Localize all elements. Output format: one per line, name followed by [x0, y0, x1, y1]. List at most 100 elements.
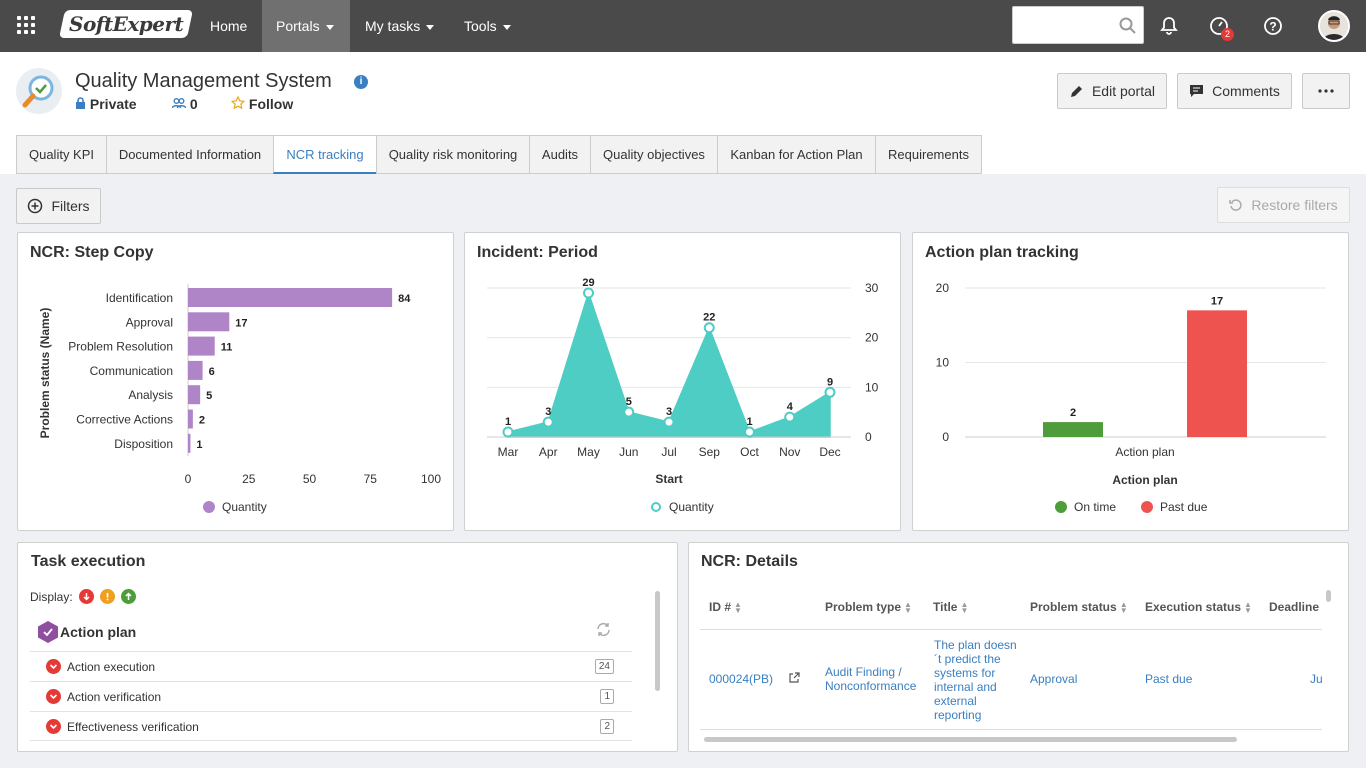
deadline-cell[interactable]: Ju: [1310, 672, 1323, 686]
legend-marker: [651, 502, 661, 512]
search-icon[interactable]: [1119, 17, 1137, 35]
task-count: 2: [600, 719, 614, 734]
tab-quality-objectives[interactable]: Quality objectives: [590, 135, 718, 174]
task-row[interactable]: Action verification 1: [30, 681, 632, 711]
nav-home[interactable]: Home: [210, 18, 248, 34]
data-label: 3: [666, 406, 672, 418]
follow-button[interactable]: Follow: [230, 95, 293, 112]
x-tick-label: Apr: [539, 445, 558, 459]
help-icon[interactable]: ?: [1261, 14, 1285, 38]
comments-button[interactable]: Comments: [1177, 73, 1292, 109]
legend-marker: [1141, 501, 1153, 513]
x-axis-title: Action plan: [1112, 473, 1177, 487]
column-header-problem-status[interactable]: Problem status ▲ ▼: [1030, 599, 1128, 615]
bar: [1043, 422, 1103, 437]
problem-status-cell[interactable]: Approval: [1030, 672, 1078, 686]
chevron-down-icon: [46, 719, 61, 734]
column-header-problem-type[interactable]: Problem type ▲ ▼: [825, 599, 912, 615]
task-label: Action execution: [67, 660, 156, 674]
nav-tools[interactable]: Tools: [450, 0, 525, 52]
apps-grid-icon[interactable]: [17, 16, 35, 34]
tab-audits[interactable]: Audits: [529, 135, 591, 174]
task-row[interactable]: Action execution 24: [30, 651, 632, 681]
legend-label: On time: [1074, 500, 1116, 514]
column-header-title[interactable]: Title ▲ ▼: [933, 599, 969, 615]
category-label: Corrective Actions: [76, 413, 173, 427]
panel-title: NCR: Step Copy: [30, 244, 154, 261]
x-tick-label: 50: [303, 472, 317, 486]
data-label: 11: [221, 342, 233, 354]
task-count: 24: [594, 659, 614, 674]
data-label: 1: [196, 439, 202, 451]
problem-type-cell[interactable]: Audit Finding / Nonconformance: [825, 665, 917, 693]
nav-my-tasks[interactable]: My tasks: [351, 0, 448, 52]
ncr-details-panel: [688, 542, 1349, 752]
tab-quality-risk-monitoring[interactable]: Quality risk monitoring: [376, 135, 530, 174]
ncr-id-link[interactable]: 000024(PB): [709, 672, 774, 686]
data-label: 4: [787, 401, 794, 413]
data-point: [744, 426, 755, 438]
external-link-icon[interactable]: [788, 672, 800, 684]
on-time-filter-icon[interactable]: [120, 589, 136, 604]
tab-quality-kpi[interactable]: Quality KPI: [16, 135, 107, 174]
sort-icon: ▲ ▼: [1119, 599, 1128, 615]
performance-icon[interactable]: 2: [1207, 14, 1234, 41]
bar: [1187, 310, 1247, 437]
incident-panel: Incident: Period 0 10 20 30 1 Mar 3 Apr 29 May 5 Ju…: [464, 232, 901, 531]
tab-ncr-tracking[interactable]: NCR tracking: [273, 135, 377, 174]
column-header-id[interactable]: ID # ▲ ▼: [709, 599, 742, 615]
late-filter-icon[interactable]: [78, 589, 94, 604]
bell-icon[interactable]: [1157, 14, 1181, 38]
nav-portals[interactable]: Portals: [262, 0, 350, 52]
legend-label: Quantity: [222, 500, 267, 514]
x-tick-label: 0: [185, 472, 192, 486]
task-scrollbar[interactable]: [655, 591, 660, 691]
table-horizontal-scrollbar[interactable]: [704, 737, 1237, 742]
column-header-execution-status[interactable]: Execution status ▲ ▼: [1145, 599, 1252, 615]
data-label: 17: [235, 317, 247, 329]
restore-filters-button[interactable]: Restore filters: [1217, 187, 1350, 223]
y-tick-label: 0: [942, 430, 949, 444]
execution-status-cell[interactable]: Past due: [1145, 672, 1193, 686]
title-cell[interactable]: The plan doesn´t predict the systems for…: [934, 638, 1017, 722]
x-tick-label: 25: [242, 472, 256, 486]
info-icon[interactable]: i: [354, 75, 368, 89]
x-tick-label: Mar: [498, 445, 519, 459]
more-options-button[interactable]: [1302, 73, 1350, 109]
top-bar: SoftExpert Home Portals My tasks Tools 2…: [0, 0, 1366, 52]
legend-label: Past due: [1160, 500, 1208, 514]
group-label[interactable]: Action plan: [60, 624, 137, 640]
edit-portal-button[interactable]: Edit portal: [1057, 73, 1167, 109]
refresh-icon[interactable]: [595, 621, 612, 641]
table-row[interactable]: 000024(PB) Audit Finding / Nonconformanc…: [700, 632, 1323, 730]
chevron-down-icon: [502, 24, 511, 30]
data-label: 6: [209, 366, 215, 378]
tab-requirements[interactable]: Requirements: [875, 135, 982, 174]
table-vertical-scrollbar[interactable]: [1326, 590, 1331, 602]
data-label: 5: [206, 390, 212, 402]
data-label: 1: [746, 416, 752, 428]
warning-filter-icon[interactable]: [99, 589, 115, 604]
x-tick-label: 75: [364, 472, 378, 486]
y-tick-label: 10: [865, 380, 879, 394]
filters-button[interactable]: Filters: [16, 188, 101, 224]
members-count[interactable]: 0: [171, 96, 198, 112]
y-tick-label: 30: [865, 281, 879, 295]
x-tick-label: May: [577, 445, 600, 459]
data-label: 2: [1070, 407, 1076, 419]
action-plan-chart: 0 10 20 2 17 Action plan Action plan On time Pas…: [936, 281, 1326, 514]
page-title: Quality Management System: [75, 70, 332, 92]
chevron-down-icon: [426, 24, 435, 30]
softexpert-logo[interactable]: SoftExpert: [59, 10, 193, 38]
search-input[interactable]: [1012, 6, 1144, 44]
data-point: [703, 322, 715, 334]
data-point: [542, 416, 554, 428]
avatar[interactable]: [1318, 10, 1350, 42]
y-tick-label: 20: [936, 281, 950, 295]
task-row[interactable]: Effectiveness verification 2: [30, 711, 632, 741]
column-header-deadline[interactable]: Deadline: [1269, 600, 1320, 614]
header-divider: [700, 629, 1322, 630]
tab-kanban-action-plan[interactable]: Kanban for Action Plan: [717, 135, 876, 174]
tab-documented-information[interactable]: Documented Information: [106, 135, 274, 174]
data-label: 1: [505, 416, 511, 428]
